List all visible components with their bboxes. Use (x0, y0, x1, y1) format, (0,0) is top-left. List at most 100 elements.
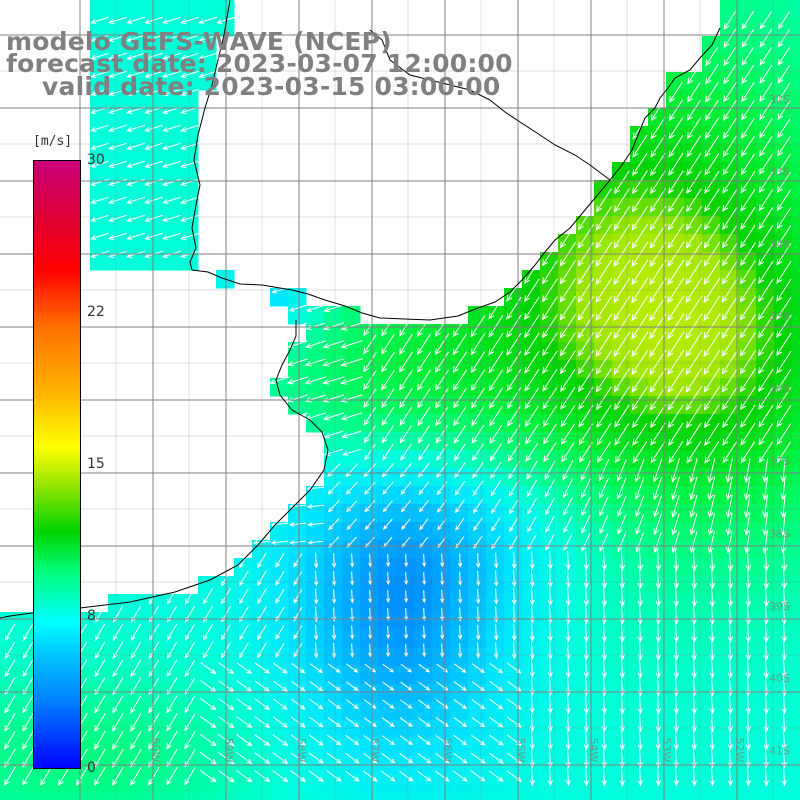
wind-arrow (667, 331, 685, 358)
wind-arrow (565, 568, 571, 589)
wind-arrow (704, 135, 720, 158)
wind-arrow (601, 622, 607, 643)
wind-arrow (440, 553, 445, 568)
wind-arrow (4, 641, 16, 660)
wind-arrow (346, 518, 358, 531)
wind-arrow (601, 604, 607, 625)
wind-arrow (90, 52, 109, 60)
wind-arrow (632, 441, 648, 464)
wind-arrow (529, 641, 535, 660)
wind-arrow (332, 589, 337, 604)
wind-arrow (94, 730, 106, 750)
wind-arrow (741, 117, 755, 139)
wind-arrow (126, 34, 145, 42)
wind-arrow (488, 369, 504, 392)
wind-arrow (199, 769, 217, 783)
wind-arrow (363, 388, 377, 409)
wind-arrow (703, 367, 721, 393)
wind-arrow (650, 170, 666, 195)
wind-arrow (758, 350, 774, 375)
wind-arrow (632, 117, 648, 140)
wind-arrow (90, 124, 109, 132)
wind-arrow (166, 587, 178, 605)
wind-arrow (580, 459, 592, 482)
lat-label: 36S (769, 383, 790, 396)
wind-arrow (309, 663, 324, 674)
wind-arrow (542, 296, 558, 321)
wind-arrow (399, 369, 413, 391)
wind-arrow (722, 206, 738, 231)
wind-arrow (454, 499, 465, 514)
wind-arrow (200, 662, 217, 675)
wind-arrow (583, 658, 589, 679)
wind-arrow (635, 495, 645, 518)
wind-arrow (108, 16, 127, 24)
wind-arrow (545, 515, 555, 533)
wind-arrow (781, 748, 787, 769)
wind-arrow (637, 748, 643, 769)
wind-arrow (763, 730, 769, 751)
wind-arrow (309, 681, 324, 692)
wind-arrow (383, 518, 393, 530)
wind-arrow (745, 658, 751, 679)
wind-arrow (489, 698, 504, 710)
wind-arrow (202, 588, 213, 605)
wind-arrow (148, 623, 160, 641)
wind-arrow (776, 314, 792, 339)
wind-arrow (671, 495, 680, 518)
wind-arrow (547, 623, 553, 642)
wind-arrow (725, 513, 733, 536)
wind-arrow (725, 531, 733, 554)
wind-arrow (293, 571, 303, 586)
wind-arrow (781, 568, 788, 590)
wind-arrow (327, 681, 341, 692)
wind-arrow (637, 568, 644, 589)
wind-arrow (202, 623, 213, 641)
wind-arrow (547, 695, 553, 714)
wind-arrow (673, 622, 679, 643)
wind-arrow (649, 295, 667, 322)
wind-arrow (668, 81, 683, 103)
wind-arrow (307, 540, 324, 545)
wind-arrow (596, 386, 612, 411)
wind-arrow (655, 640, 661, 661)
wind-arrow (619, 748, 625, 769)
wind-arrow (144, 16, 163, 24)
wind-arrow (126, 124, 145, 132)
wind-arrow (489, 424, 503, 445)
wind-arrow (288, 522, 307, 527)
wind-arrow (559, 224, 576, 249)
wind-arrow (455, 517, 465, 531)
wind-arrow (565, 658, 571, 679)
wind-arrow (601, 748, 607, 769)
wind-arrow (776, 441, 791, 464)
wind-arrow (275, 588, 285, 604)
wind-arrow (162, 232, 181, 240)
wind-arrow (667, 404, 684, 429)
colorbar (33, 160, 81, 769)
wind-arrow (331, 642, 337, 659)
wind-arrow (475, 588, 481, 605)
wind-arrow (199, 733, 217, 747)
wind-arrow (759, 118, 773, 139)
wind-arrow (709, 748, 715, 769)
wind-arrow (780, 513, 787, 536)
wind-arrow (727, 586, 734, 608)
wind-arrow (667, 386, 684, 411)
wind-arrow (452, 315, 468, 338)
wind-arrow (619, 586, 625, 607)
wind-arrow (381, 351, 395, 373)
wind-arrow (130, 641, 142, 660)
wind-arrow (704, 170, 720, 194)
wind-arrow (472, 462, 484, 479)
wind-arrow (721, 259, 739, 285)
wind-arrow (381, 752, 396, 764)
wind-arrow (148, 587, 160, 605)
wind-arrow (703, 259, 721, 285)
wind-arrow (236, 752, 253, 765)
wind-arrow (399, 752, 414, 764)
wind-arrow (686, 152, 702, 176)
wind-arrow (184, 623, 196, 641)
wind-arrow (632, 152, 648, 177)
wind-arrow (759, 64, 773, 85)
